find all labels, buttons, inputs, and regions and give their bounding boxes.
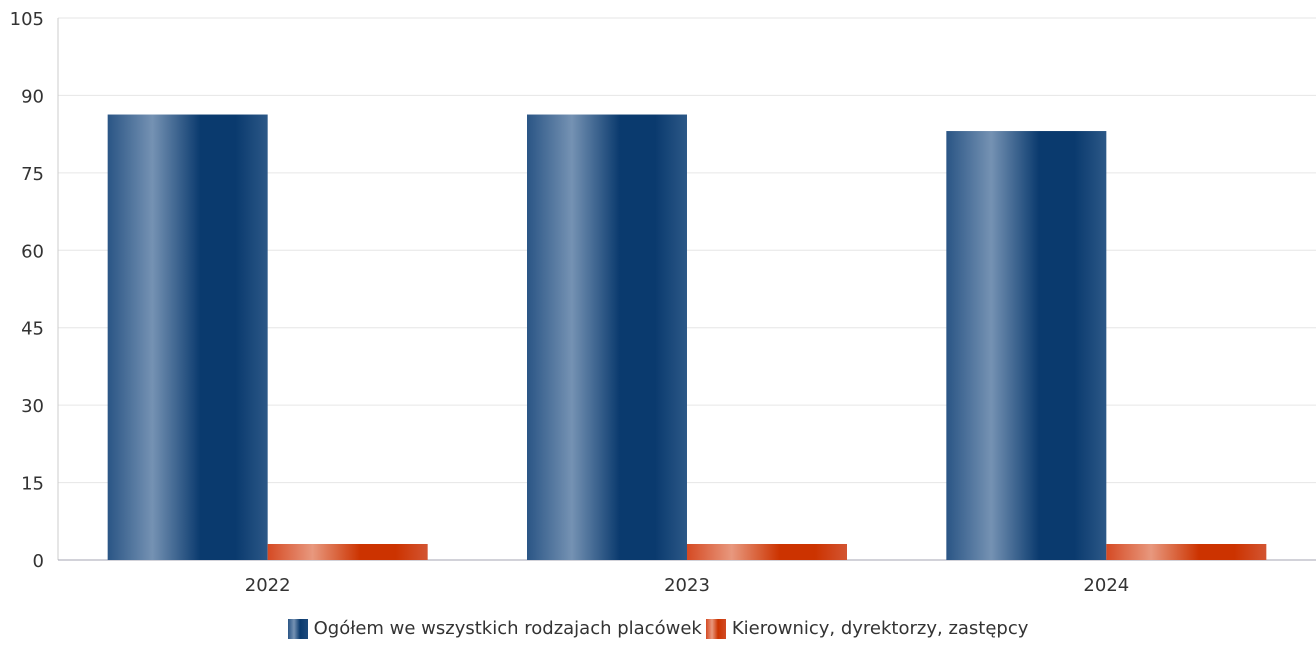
legend-swatch-series-0 (287, 618, 308, 639)
y-tick-label-60: 60 (21, 241, 44, 262)
bar-series-1-2024[interactable] (1106, 543, 1267, 560)
y-tick-label-105: 105 (10, 9, 44, 30)
y-tick-label-90: 90 (21, 86, 44, 107)
chart-plot: 0 15 30 45 60 75 90 105 2022 2023 2024 (10, 9, 1316, 596)
tick-labels: 0 15 30 45 60 75 90 105 2022 2023 2024 (10, 9, 1130, 596)
y-tick-label-0: 0 (33, 551, 44, 572)
y-tick-label-15: 15 (21, 474, 44, 495)
bar-series-0-2024[interactable] (946, 131, 1107, 560)
y-tick-label-30: 30 (21, 396, 44, 417)
legend-swatch-series-1 (705, 618, 726, 639)
bars (107, 114, 1267, 560)
y-tick-label-45: 45 (21, 319, 44, 340)
y-tick-label-75: 75 (21, 164, 44, 185)
bar-series-1-2022[interactable] (267, 543, 428, 560)
x-tick-label-2024: 2024 (1083, 575, 1129, 596)
x-tick-label-2022: 2022 (245, 575, 291, 596)
legend-item-series-1[interactable]: Kierownicy, dyrektorzy, zastępcy (705, 618, 1029, 639)
legend-label-series-1: Kierownicy, dyrektorzy, zastępcy (731, 618, 1029, 639)
x-tick-label-2023: 2023 (664, 575, 710, 596)
legend-item-series-0[interactable]: Ogółem we wszystkich rodzajach placówek (287, 618, 702, 639)
bar-series-0-2023[interactable] (527, 114, 687, 560)
legend-label-series-0: Ogółem we wszystkich rodzajach placówek (313, 618, 702, 639)
legend: Ogółem we wszystkich rodzajach placówek … (0, 618, 1316, 639)
bar-series-0-2022[interactable] (107, 114, 268, 560)
bar-series-1-2023[interactable] (687, 543, 847, 560)
